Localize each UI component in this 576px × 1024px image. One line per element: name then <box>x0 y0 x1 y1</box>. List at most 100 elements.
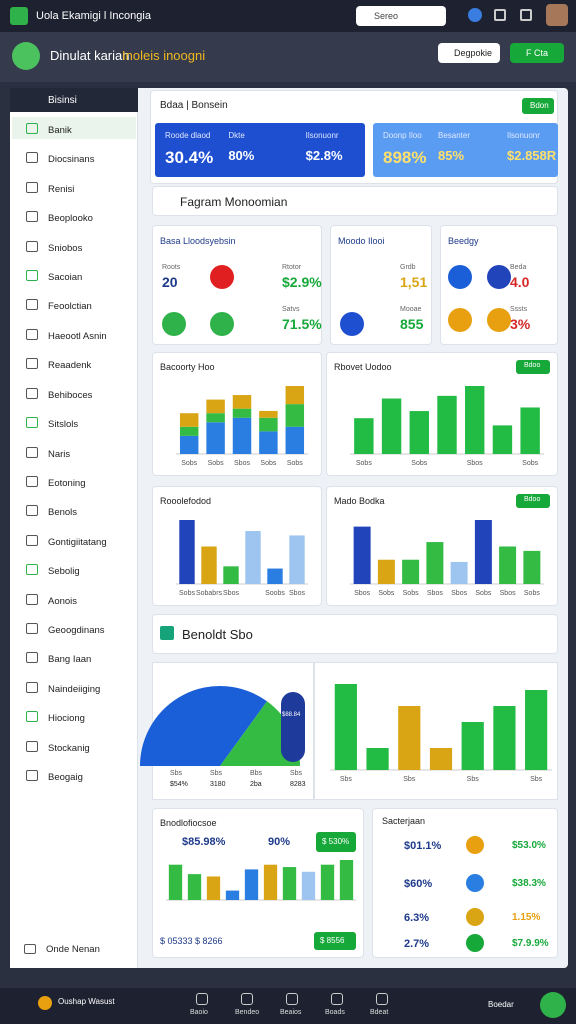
sidebar-icon <box>26 152 38 164</box>
footer-text: $ 05333 $ 8266 <box>160 936 223 946</box>
chart-title: Rooolefodod <box>160 496 212 506</box>
bar <box>285 404 305 427</box>
sidebar-item[interactable]: Aonois <box>48 595 78 607</box>
nav-item[interactable]: Beaios <box>280 1009 302 1016</box>
bar <box>285 426 305 454</box>
x-tick-label: Sbos <box>234 460 250 467</box>
summary-label: Doonp Iloo <box>383 131 422 140</box>
sidebar-icon <box>26 681 38 693</box>
nav-item[interactable]: Boads <box>325 1009 345 1016</box>
sidebar-item[interactable]: Beoplooko <box>48 213 93 225</box>
section-title: Benoldt Sbo <box>182 627 253 642</box>
sidebar-item[interactable]: Eotoning <box>48 477 86 489</box>
sidebar-item[interactable]: Sniobos <box>48 242 83 254</box>
sidebar-icon <box>26 593 38 605</box>
bar <box>334 684 357 770</box>
sidebar-item[interactable]: Benols <box>48 507 78 519</box>
nav-item[interactable]: Baoio <box>190 1009 208 1016</box>
sidebar-item[interactable]: Banik <box>48 125 72 136</box>
legend-value: 8283 <box>290 781 306 788</box>
button-label[interactable]: Bdoo <box>524 496 541 503</box>
summary-label: Ilsonuonr <box>507 131 540 140</box>
sidebar-item[interactable]: Renisi <box>48 183 75 195</box>
sidebar-item[interactable]: Naindeiiging <box>48 683 101 695</box>
summary-value: 80% <box>228 148 255 163</box>
sidebar-item[interactable]: Geoogdinans <box>48 624 105 636</box>
row-label: 2.7% <box>404 938 430 950</box>
chart-title: Mado Bodka <box>334 496 385 506</box>
sidebar-item[interactable]: Beogaig <box>48 772 83 783</box>
sidebar-icon <box>26 328 38 340</box>
header-button <box>510 43 564 63</box>
stat-label: Mooae <box>400 306 422 313</box>
header-button-label[interactable]: F Cta <box>526 48 549 58</box>
button-label[interactable]: Bdon <box>530 101 549 110</box>
summary-label: Besanter <box>438 131 471 140</box>
icon <box>162 312 186 336</box>
button-label[interactable]: $ 8556 <box>320 936 345 945</box>
sidebar-icon <box>26 564 38 576</box>
row-icon <box>466 836 484 854</box>
summary-label: Dkte <box>228 131 245 140</box>
sidebar-item[interactable]: Hiociong <box>48 713 85 725</box>
nav-item[interactable]: Bdeat <box>370 1009 389 1016</box>
sidebar-footer[interactable]: Onde Nenan <box>46 944 100 955</box>
summary-value: 85% <box>438 148 465 163</box>
gauge-segment <box>140 686 268 766</box>
header-highlight: Inoleis inoogni <box>122 48 206 63</box>
section-icon <box>160 626 174 640</box>
stat-card-title: Beedgy <box>448 236 479 246</box>
sidebar-item[interactable]: Sebolig <box>48 566 80 578</box>
sidebar-icon <box>26 711 38 723</box>
button-label[interactable]: $ 530% <box>322 837 350 846</box>
sidebar-item[interactable]: Haeootl Asnin <box>48 330 107 342</box>
x-tick-label: Soobs <box>265 590 285 597</box>
logo <box>10 7 28 25</box>
summary-card <box>373 123 558 177</box>
sidebar-item[interactable]: Bang Iaan <box>48 654 92 666</box>
sidebar-item[interactable]: Diocsinans <box>48 154 95 166</box>
bar <box>465 386 485 454</box>
bar <box>525 690 548 770</box>
chart-svg: Sobs Sobs Sbos Sobs Sobs <box>176 386 308 467</box>
sidebar-item[interactable]: Feoolctian <box>48 301 92 313</box>
sidebar-item[interactable]: Sacoian <box>48 272 83 284</box>
bar <box>339 860 354 900</box>
bar <box>232 408 252 418</box>
stat-card-title: Moodo Ilooi <box>338 236 385 246</box>
sidebar-item[interactable]: Gontigiitatang <box>48 536 107 548</box>
bar <box>520 407 540 454</box>
stat-label: Grdb <box>400 264 416 271</box>
x-tick-label: Sbs <box>467 776 480 783</box>
sidebar-item[interactable]: Behiboces <box>48 389 93 401</box>
icon <box>494 9 506 21</box>
button <box>522 98 554 114</box>
stat-value: 71.5% <box>282 316 322 332</box>
bar <box>206 399 225 414</box>
nav-right[interactable]: Boedar <box>488 1000 514 1009</box>
header-button-label[interactable]: Degpokie <box>454 48 493 58</box>
button-label[interactable]: Bdoo <box>524 362 541 369</box>
x-tick-label: Sbs <box>530 776 543 783</box>
bar <box>398 706 421 770</box>
sidebar-icon <box>26 240 38 252</box>
avatar <box>540 992 566 1018</box>
bar <box>179 426 199 436</box>
nav-item[interactable]: Bendeo <box>235 1009 260 1016</box>
chart-svg <box>140 686 300 766</box>
header-icon <box>12 42 40 70</box>
sidebar-item[interactable]: Stockanig <box>48 742 90 754</box>
sidebar-icon <box>26 123 38 134</box>
sidebar-item[interactable]: Reaadenk <box>48 360 92 372</box>
bar <box>244 869 259 900</box>
sidebar-item[interactable]: Naris <box>48 448 71 460</box>
search-text[interactable]: Sereo <box>374 11 399 21</box>
button <box>314 932 356 950</box>
x-tick-label: Sbos <box>500 590 516 597</box>
sidebar-item[interactable]: Sitslols <box>48 419 79 431</box>
sidebar-icon <box>26 270 38 282</box>
bar <box>179 435 199 454</box>
stat-label: Rtotor <box>282 264 302 271</box>
icon <box>520 9 532 21</box>
bar <box>289 535 305 584</box>
